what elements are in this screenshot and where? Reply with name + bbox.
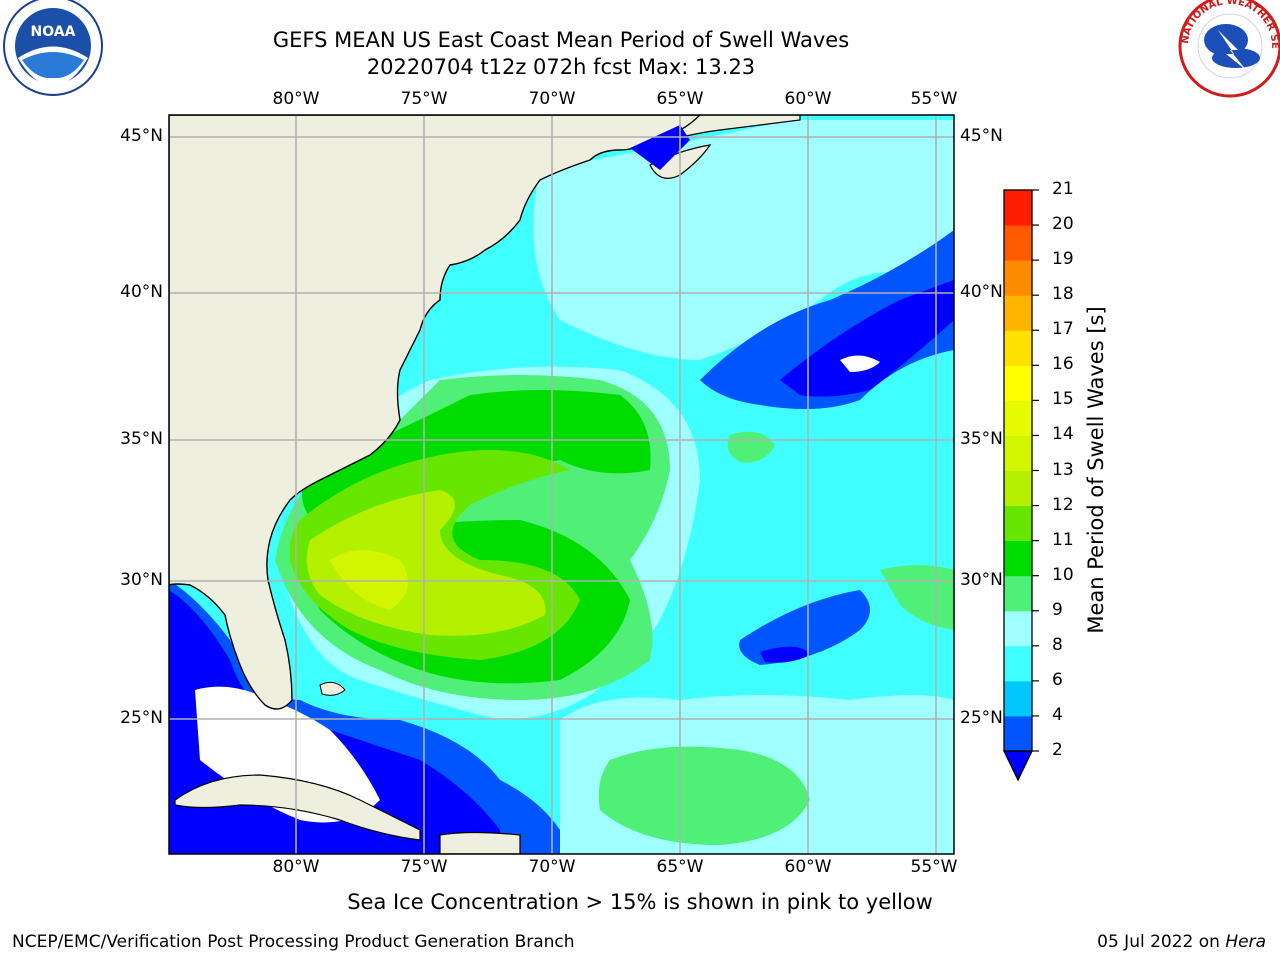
map-title: GEFS MEAN US East Coast Mean Period of S… (272, 28, 850, 52)
colorbar-swatch (1004, 645, 1032, 682)
colorbar-tick-label: 8 (1052, 634, 1063, 655)
footer-date-text: 05 Jul 2022 on (1097, 932, 1226, 952)
colorbar-tick-label: 12 (1052, 494, 1074, 515)
lon-label-top-60w: 60°W (784, 89, 832, 109)
colorbar-swatch (1004, 575, 1032, 612)
colorbar-swatch (1004, 190, 1032, 226)
lon-label-top-70w: 70°W (528, 89, 576, 109)
colorbar-tick-label: 6 (1052, 669, 1063, 690)
colorbar-tick-label: 14 (1052, 424, 1074, 445)
band-2-4-central (739, 590, 870, 665)
band-below-2-central (760, 646, 810, 663)
colorbar-tick-label: 17 (1052, 319, 1074, 340)
colorbar-tick-label: 15 (1052, 389, 1074, 410)
colorbar-swatch (1004, 540, 1032, 577)
lon-label-bottom-60w: 60°W (784, 857, 832, 877)
colorbar-swatch (1004, 330, 1032, 366)
colorbar-tick-label: 20 (1052, 214, 1074, 235)
lat-label-left-30n: 30°N (120, 570, 163, 590)
lon-label-bottom-80w: 80°W (272, 857, 320, 877)
colorbar-label: Mean Period of Swell Waves [s] (1084, 306, 1108, 634)
lon-label-bottom-75w: 75°W (400, 857, 448, 877)
colorbar-swatch (1004, 400, 1032, 436)
colorbar-swatch (1004, 505, 1032, 542)
lon-label-top-65w: 65°W (656, 89, 704, 109)
land-cuba (174, 774, 421, 841)
colorbar-extend-arrow (1002, 750, 1034, 782)
lon-label-bottom-65w: 65°W (656, 857, 704, 877)
colorbar-swatch (1004, 225, 1032, 261)
band-13-max (330, 550, 408, 610)
footer-host: Hera (1225, 932, 1266, 952)
colorbar (1002, 189, 1039, 782)
footer-date: 05 Jul 2022 on Hera (1097, 932, 1266, 952)
lon-label-top-75w: 75°W (400, 89, 448, 109)
lat-label-right-35n: 35°N (960, 429, 1003, 449)
colorbar-tick-label: 19 (1052, 249, 1074, 270)
lat-label-left-40n: 40°N (120, 282, 163, 302)
colorbar-swatches (1004, 189, 1039, 752)
sea-ice-note: Sea Ice Concentration > 15% is shown in … (347, 890, 933, 914)
lat-label-left-25n: 25°N (120, 708, 163, 728)
colorbar-swatch (1004, 715, 1032, 752)
lon-label-bottom-55w: 55°W (910, 857, 958, 877)
map-frame (168, 114, 955, 855)
land-hispaniola (439, 831, 521, 854)
lat-label-right-45n: 45°N (960, 126, 1003, 146)
colorbar-tick-label: 2 (1052, 740, 1063, 760)
lat-label-left-35n: 35°N (120, 429, 163, 449)
lat-label-right-40n: 40°N (960, 282, 1003, 302)
colorbar-swatch (1004, 610, 1032, 647)
colorbar-swatch (1004, 365, 1032, 401)
lon-label-top-55w: 55°W (910, 89, 958, 109)
colorbar-tick-label: 9 (1052, 599, 1063, 620)
colorbar-tick-label: 21 (1052, 179, 1074, 199)
noaa-logo-text: NOAA (31, 24, 76, 40)
lat-label-left-45n: 45°N (120, 126, 163, 146)
colorbar-swatch (1004, 470, 1032, 507)
colorbar-tick-label: 10 (1052, 564, 1074, 585)
colorbar-tick-label: 11 (1052, 529, 1074, 550)
lat-label-right-30n: 30°N (960, 570, 1003, 590)
colorbar-swatch (1004, 260, 1032, 296)
band-9-10-south (598, 746, 810, 845)
noaa-logo: NOAA (3, 0, 103, 96)
colorbar-tick-label: 18 (1052, 284, 1074, 305)
colorbar-tick-label: 13 (1052, 459, 1074, 480)
lon-label-top-80w: 80°W (272, 89, 320, 109)
band-8-9-north (533, 120, 954, 360)
lon-label-bottom-70w: 70°W (528, 857, 576, 877)
colorbar-tick-label: 4 (1052, 704, 1063, 725)
colorbar-tick-label: 16 (1052, 354, 1074, 375)
swell-period-field (169, 115, 954, 854)
map-subtitle: 20220704 t12z 072h fcst Max: 13.23 (366, 55, 756, 79)
colorbar-swatch (1004, 435, 1032, 471)
graticule (169, 115, 954, 854)
land-bahamas (319, 681, 346, 696)
nodata-patch (840, 355, 880, 372)
colorbar-frame (1003, 189, 1033, 752)
colorbar-swatch (1004, 295, 1032, 331)
footer-credit: NCEP/EMC/Verification Post Processing Pr… (12, 932, 575, 952)
lat-label-right-25n: 25°N (960, 708, 1003, 728)
colorbar-swatch (1004, 680, 1032, 717)
band-below-2-north (780, 280, 954, 397)
